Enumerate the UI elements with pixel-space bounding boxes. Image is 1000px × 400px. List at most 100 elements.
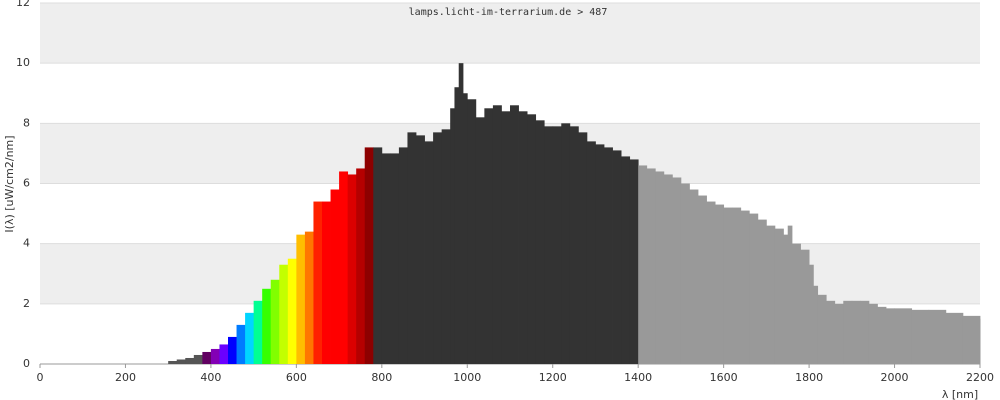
spectrum-bar — [535, 120, 545, 364]
spectrum-bar — [792, 243, 801, 364]
spectrum-bar — [817, 294, 827, 364]
spectrum-bar — [510, 105, 519, 365]
spectrum-bar — [834, 303, 844, 364]
spectrum-bar — [595, 144, 605, 364]
spectrum-bar — [749, 213, 759, 364]
spectrum-bar — [262, 288, 272, 364]
spectrum-bar — [373, 147, 383, 364]
spectrum-bar — [407, 132, 417, 364]
spectrum-bar — [270, 279, 280, 364]
spectrum-bar — [787, 225, 793, 364]
spectrum-bar — [279, 264, 289, 364]
spectrum-bar — [501, 111, 511, 364]
y-tick-label: 2 — [23, 297, 30, 310]
spectrum-bar — [347, 174, 357, 364]
spectrum-bar — [962, 315, 981, 364]
spectrum-bar — [868, 303, 878, 364]
spectrum-bar — [433, 132, 443, 364]
spectrum-bar — [877, 306, 887, 364]
spectrum-bar — [894, 308, 913, 364]
x-tick-label: 0 — [37, 371, 44, 384]
spectrum-bar — [552, 126, 562, 364]
y-tick-label: 0 — [23, 357, 30, 370]
x-tick-label: 1000 — [453, 371, 481, 384]
y-tick-label: 6 — [23, 177, 30, 190]
spectrum-bar — [381, 153, 391, 364]
x-tick-label: 2000 — [881, 371, 909, 384]
spectrum-bar — [723, 207, 733, 364]
spectrum-bar — [945, 312, 964, 364]
spectrum-bar — [390, 153, 400, 364]
y-tick-label: 8 — [23, 116, 30, 129]
spectrum-bar — [168, 360, 178, 364]
spectrum-bar — [518, 111, 528, 364]
spectrum-bar — [886, 308, 895, 364]
spectrum-bar — [928, 309, 947, 364]
spectrum-bar — [544, 126, 554, 364]
spectrum-bar — [561, 123, 571, 364]
spectrum-bar — [398, 147, 408, 364]
spectrum-bar — [663, 174, 673, 364]
spectrum-bar — [454, 87, 460, 364]
spectrum-bar — [304, 231, 314, 364]
spectrum-bar — [757, 219, 767, 364]
spectrum-bar — [210, 348, 220, 364]
spectrum-bar — [185, 357, 195, 364]
spectrum-bar — [202, 351, 212, 364]
x-tick-label: 600 — [286, 371, 307, 384]
spectrum-bar — [586, 141, 596, 364]
spectrum-bar — [766, 225, 776, 364]
spectrum-bar — [800, 249, 810, 364]
spectrum-bar — [809, 264, 814, 364]
spectrum-bar — [176, 359, 186, 364]
y-tick-label: 4 — [23, 237, 30, 250]
chart-title: lamps.licht-im-terrarium.de > 487 — [409, 7, 608, 18]
spectrum-bar — [604, 147, 613, 364]
spectrum-bar — [467, 99, 477, 365]
spectrum-bar — [980, 318, 981, 364]
x-axis-label: λ [nm] — [942, 388, 978, 400]
spectrum-bar — [287, 258, 297, 364]
grid-band — [40, 3, 980, 64]
spectrum-bar — [463, 93, 468, 364]
spectrum-bar — [245, 312, 255, 364]
spectrum-bar — [356, 168, 366, 364]
spectrum-bar — [655, 171, 665, 364]
spectrum-bar — [193, 354, 203, 364]
x-tick-label: 200 — [115, 371, 136, 384]
spectrum-bar — [732, 207, 742, 364]
spectrum-bar — [860, 300, 870, 364]
spectrum-bar — [484, 108, 494, 365]
spectrum-bar — [330, 189, 340, 364]
spectrum-bar — [680, 183, 690, 364]
spectrum-bar — [612, 150, 622, 364]
spectrum-bar — [646, 168, 656, 364]
y-tick-label: 10 — [16, 56, 30, 69]
spectrum-bar — [706, 201, 716, 364]
spectrum-bar — [578, 132, 588, 364]
x-tick-label: 1200 — [539, 371, 567, 384]
x-tick-label: 800 — [371, 371, 392, 384]
spectrum-bar — [569, 126, 579, 364]
spectrum-bar — [219, 344, 229, 364]
spectrum-bar — [689, 189, 699, 364]
spectrum-bar — [492, 105, 502, 365]
x-tick-label: 1400 — [624, 371, 652, 384]
spectrum-bar — [236, 324, 246, 364]
spectrum-bar — [322, 201, 331, 364]
spectrum-bar — [783, 234, 789, 364]
spectrum-bar — [843, 300, 853, 364]
spectrum-bar — [441, 129, 451, 364]
spectrum-bar — [296, 234, 306, 364]
spectrum-bar — [826, 300, 836, 364]
spectrum-bar — [638, 165, 648, 364]
spectrum-bar — [698, 195, 707, 364]
spectrum-bar — [416, 135, 425, 364]
spectrum-bar — [339, 171, 349, 364]
x-tick-label: 400 — [200, 371, 221, 384]
spectrum-bar — [911, 309, 930, 364]
spectrum-bar — [715, 204, 725, 364]
spectrum-bar — [475, 117, 485, 364]
spectrum-bar — [851, 300, 861, 364]
